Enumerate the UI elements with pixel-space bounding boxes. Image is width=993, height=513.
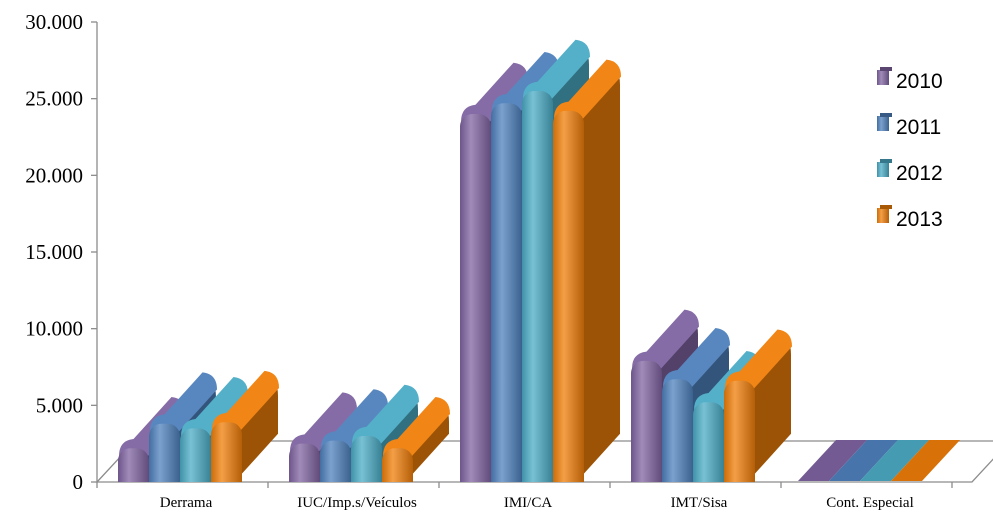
y-tick-label: 0 [73, 470, 84, 494]
legend-item-2013: 2013 [877, 205, 943, 231]
bar-cont-especial-2012 [860, 440, 929, 481]
bar-iuc-imp-s-ve-culos-2012 [351, 384, 419, 482]
x-tick-label: Cont. Especial [826, 495, 913, 511]
legend-label: 2010 [896, 70, 943, 93]
chart-legend: 2010 2011 2012 2013 [877, 67, 943, 231]
y-tick-label: 30.000 [25, 10, 83, 34]
x-tick-label: IMT/Sisa [671, 495, 728, 511]
bar-imi-ca-2013 [553, 59, 621, 482]
x-tick-label: IMI/CA [504, 495, 553, 511]
bar-iuc-imp-s-ve-culos-2013 [382, 396, 450, 482]
x-tick-label: Derrama [160, 495, 213, 511]
bar-iuc-imp-s-ve-culos-2011 [320, 389, 388, 482]
bar-derrama-2013 [211, 370, 279, 482]
legend-item-2010: 2010 [877, 67, 943, 93]
legend-label: 2013 [896, 208, 943, 231]
bar-cont-especial-2010 [798, 440, 867, 481]
legend-swatch [877, 208, 889, 223]
y-tick-label: 10.000 [25, 317, 83, 341]
legend-swatch [877, 70, 889, 85]
chart-bars [118, 39, 960, 483]
x-tick-label: IUC/Imp.s/Veículos [297, 495, 417, 511]
y-axis-labels: 0 5.000 10.000 15.000 20.000 25.000 30.000 [25, 10, 83, 494]
legend-swatch [877, 116, 889, 131]
legend-item-2012: 2012 [877, 159, 943, 185]
bar-cont-especial-2011 [829, 440, 898, 481]
y-tick-label: 5.000 [36, 393, 83, 417]
chart-axes [91, 21, 953, 488]
legend-label: 2012 [896, 162, 943, 185]
x-axis-labels: Derrama IUC/Imp.s/Veículos IMI/CA IMT/Sisa C… [160, 495, 914, 511]
bar-imt-sisa-2013 [724, 329, 792, 482]
y-tick-label: 15.000 [25, 240, 83, 264]
legend-swatch [877, 162, 889, 177]
y-tick-label: 20.000 [25, 163, 83, 187]
legend-label: 2011 [896, 116, 941, 139]
legend-item-2011: 2011 [877, 113, 941, 139]
y-tick-label: 25.000 [25, 87, 83, 111]
bar-cont-especial-2013 [891, 440, 960, 481]
